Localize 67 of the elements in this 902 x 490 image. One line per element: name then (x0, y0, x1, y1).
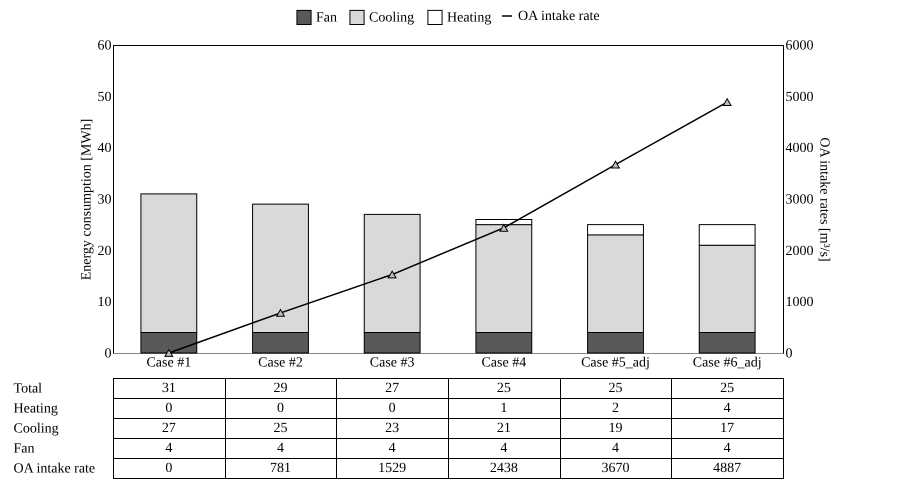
data-label: 0 (388, 401, 396, 416)
data-label: 17 (720, 421, 734, 436)
text: Fan (14, 442, 34, 456)
y-axis-title: Energy consumption [MWh] (80, 118, 94, 280)
x-tick-label: Case #2 (258, 356, 303, 370)
total-label: 25 (608, 381, 622, 396)
y-tick-label: 10 (98, 295, 112, 310)
y2-tick-label: 4000 (786, 141, 814, 156)
x-tick-label: Case #1 (146, 356, 192, 370)
data-label: 4 (165, 441, 172, 456)
data-label: 2 (612, 401, 619, 416)
total-label: 29 (274, 381, 288, 396)
data-label: 21 (496, 421, 511, 436)
y2-axis-title: OA intake rates [m³/s] (816, 137, 832, 262)
y2-tick-label: 3000 (786, 192, 814, 208)
point (722, 98, 732, 106)
x-tick-label: Case #3 (370, 356, 415, 370)
y-tick-label: 50 (98, 90, 112, 105)
text: Heating (14, 402, 58, 416)
x-tick-label: Case #4 (481, 356, 526, 370)
data-label: 781 (270, 461, 291, 476)
point (164, 349, 174, 357)
text: OA intake rate (14, 462, 96, 476)
total-label: 25 (720, 381, 734, 396)
data-label: 4 (277, 441, 284, 456)
total-label: 27 (385, 381, 400, 396)
y-tick-label: 30 (98, 192, 112, 208)
y-tick-label: 40 (98, 141, 112, 156)
point (276, 309, 285, 317)
legend-label: Heating (447, 10, 492, 26)
data-label: 1529 (378, 461, 406, 476)
y-tick-label: 0 (104, 346, 112, 362)
data-label: 1 (500, 401, 508, 416)
data-label: 25 (274, 421, 288, 436)
text: Cooling (14, 422, 59, 436)
data-label: 4 (724, 401, 731, 416)
data-label: 4 (724, 441, 731, 456)
legend-label: OA intake rate (518, 9, 600, 24)
x-tick-label: Case #6_adj (692, 356, 762, 370)
data-label: 4 (500, 441, 508, 456)
data-label: 27 (162, 421, 176, 436)
point (611, 160, 620, 168)
data-label: 0 (277, 401, 284, 416)
data-label: 0 (165, 461, 172, 476)
data-label: 23 (385, 421, 400, 436)
data-label: 4 (388, 441, 396, 456)
data-label: 19 (608, 421, 622, 436)
legend-label: Cooling (369, 10, 414, 26)
data-label: 4 (612, 441, 619, 456)
y-tick-label: 60 (98, 38, 112, 54)
data-label: 4887 (713, 461, 742, 476)
point (388, 270, 397, 278)
total-label: 31 (162, 381, 176, 396)
legend-label: Fan (316, 10, 337, 26)
x-tick-label: Case #5_adj (581, 356, 650, 370)
y2-tick-label: 2000 (786, 244, 814, 259)
total-label: 25 (496, 381, 511, 396)
data-label: 0 (165, 401, 172, 416)
y-tick-label: 20 (98, 244, 112, 259)
y2-tick-label: 0 (786, 346, 792, 362)
y2-tick-label: 5000 (786, 90, 814, 105)
data-label: 2438 (490, 461, 518, 476)
y2-tick-label: 1000 (786, 295, 814, 310)
y2-tick-label: 6000 (786, 38, 814, 54)
point (499, 224, 508, 232)
text: Total (14, 382, 42, 396)
data-label: 3670 (602, 461, 630, 476)
